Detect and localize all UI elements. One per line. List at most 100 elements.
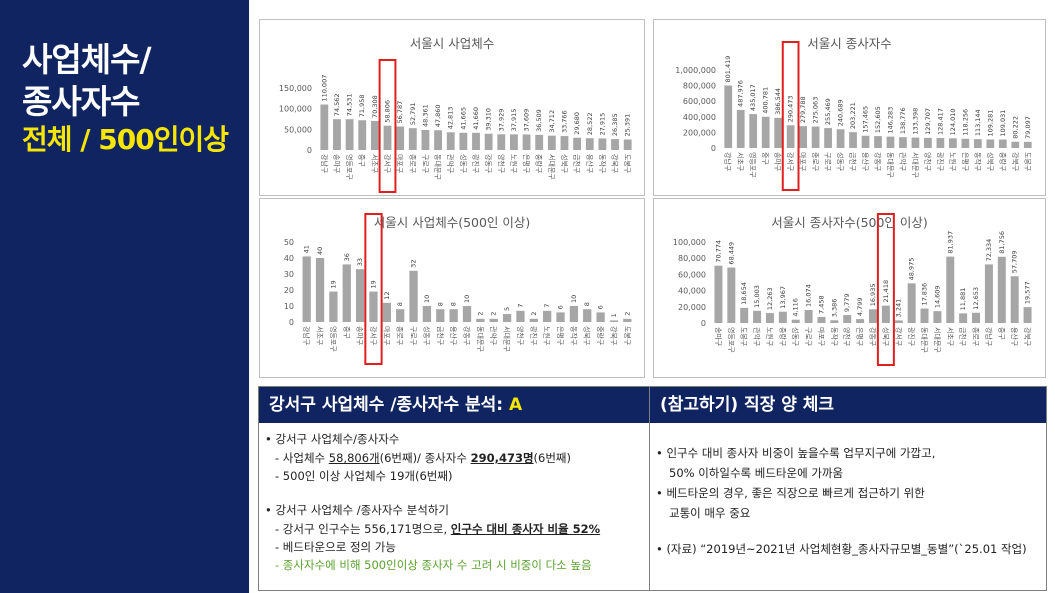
category-label: 중랑구: [535, 154, 543, 174]
bar: [446, 132, 455, 150]
bar: [409, 270, 418, 322]
bar: [984, 264, 993, 323]
data-label: 10: [423, 295, 431, 303]
bar: [459, 132, 468, 150]
category-label: 서대문구: [911, 152, 920, 178]
data-label: 25,391: [624, 114, 632, 137]
bar: [472, 132, 480, 150]
bar: [408, 128, 417, 150]
category-label: 양천구: [843, 327, 852, 347]
category-label: 강서구: [786, 152, 795, 172]
data-label: 41,665: [459, 107, 467, 130]
data-label: 6: [557, 305, 565, 309]
category-label: 중구: [358, 154, 366, 167]
data-label: 36,509: [535, 109, 543, 132]
data-label: 8: [583, 302, 591, 306]
bar: [753, 310, 762, 323]
data-label: 81,756: [998, 231, 1006, 254]
category-label: 서초구: [316, 326, 325, 346]
bar: [396, 126, 405, 150]
category-label: 금천구: [959, 327, 968, 347]
data-label: 70,308: [371, 95, 379, 118]
chart-title: 서울시 종사자수: [807, 36, 891, 51]
data-label: 801,419: [724, 56, 732, 83]
category-label: 강북구: [1011, 152, 1020, 172]
y-tick-label: 40,000: [678, 287, 706, 296]
data-label: 386,544: [774, 88, 782, 115]
data-label: 109,281: [986, 110, 994, 137]
reference-source: • (자료) “2019년~2021년 사업체현황_종사자규모별_동별”(`25…: [656, 542, 1027, 556]
bar: [484, 133, 493, 150]
bar: [804, 309, 813, 323]
bar: [315, 258, 325, 322]
category-label: 용산구: [861, 152, 870, 172]
category-label: 광진구: [907, 327, 916, 347]
category-label: 성북구: [560, 154, 569, 174]
bar: [358, 120, 367, 150]
analysis-bullet-1b: - 500인 이상 사업체수 19개(6번째): [275, 469, 453, 483]
bar: [786, 125, 795, 148]
category-label: 마포구: [396, 154, 405, 174]
data-label: 487,976: [737, 80, 745, 107]
y-tick-label: 10: [284, 302, 294, 311]
bar: [569, 306, 579, 322]
bar: [714, 265, 723, 323]
data-label: 12,653: [972, 287, 980, 310]
data-label: 41: [303, 245, 311, 253]
category-label: 강남구: [724, 152, 733, 172]
category-label: 성동구: [791, 327, 800, 347]
category-label: 성북구: [583, 326, 592, 346]
bar: [383, 125, 392, 150]
bar: [369, 291, 378, 322]
data-label: 110,007: [320, 75, 328, 102]
data-label: 21,418: [882, 280, 890, 303]
category-label: 금천구: [573, 154, 582, 174]
data-label: 34,712: [548, 110, 556, 133]
chart-title: 서울시 종사자수(500인 이상): [771, 215, 928, 230]
bar: [830, 320, 839, 323]
bar: [489, 318, 498, 322]
chart-panel-employee-count-500: 서울시 종사자수(500인 이상) 0 20,000 40,000 60,000 80,0…: [653, 198, 1046, 378]
y-tick-label: 20,000: [678, 303, 706, 312]
data-label: 72,334: [985, 239, 993, 262]
category-label: 서대문구: [547, 154, 556, 180]
analysis-header-text: 강서구 사업체수 /종사자수 분석:: [269, 395, 510, 415]
bar: [749, 114, 758, 148]
bar: [320, 104, 329, 150]
bar: [997, 256, 1006, 323]
data-label: 11,881: [959, 288, 967, 311]
data-label: 48,361: [421, 104, 429, 127]
category-label: 동작구: [830, 327, 839, 347]
bar: [598, 138, 607, 150]
category-label: 강남구: [302, 326, 311, 346]
data-label: 6: [597, 305, 605, 309]
data-label: 41,660: [472, 107, 480, 130]
bar: [933, 311, 942, 323]
data-label: 19: [369, 280, 377, 288]
data-label: 29,680: [573, 112, 581, 135]
bar: [516, 310, 525, 322]
category-label: 성동구: [459, 154, 468, 174]
bar: [543, 310, 552, 322]
category-label: 동작구: [973, 152, 982, 172]
category-label: 송파구: [332, 154, 341, 174]
data-label: 70,774: [714, 240, 722, 263]
data-label: 279,788: [799, 96, 807, 123]
data-label: 37,609: [523, 109, 531, 132]
category-label: 관악구: [753, 327, 762, 347]
bar: [936, 137, 945, 148]
data-label: 40: [316, 247, 324, 255]
data-label: 129,707: [924, 108, 932, 135]
category-label: 영등포구: [345, 154, 354, 180]
bar: [547, 135, 556, 150]
data-label: 2: [490, 312, 498, 316]
chart-employee-count-500: 서울시 종사자수(500인 이상) 0 20,000 40,000 60,000 80,0…: [673, 213, 1032, 366]
data-label: 7: [516, 304, 524, 308]
category-label: 송파구: [356, 326, 365, 346]
data-label: 15,003: [753, 285, 761, 308]
bar: [856, 319, 865, 323]
bar: [998, 139, 1007, 148]
category-label: 중구: [997, 327, 1005, 340]
employee-count-value: 290,473명: [470, 451, 534, 465]
category-label: 서대문구: [503, 326, 512, 352]
